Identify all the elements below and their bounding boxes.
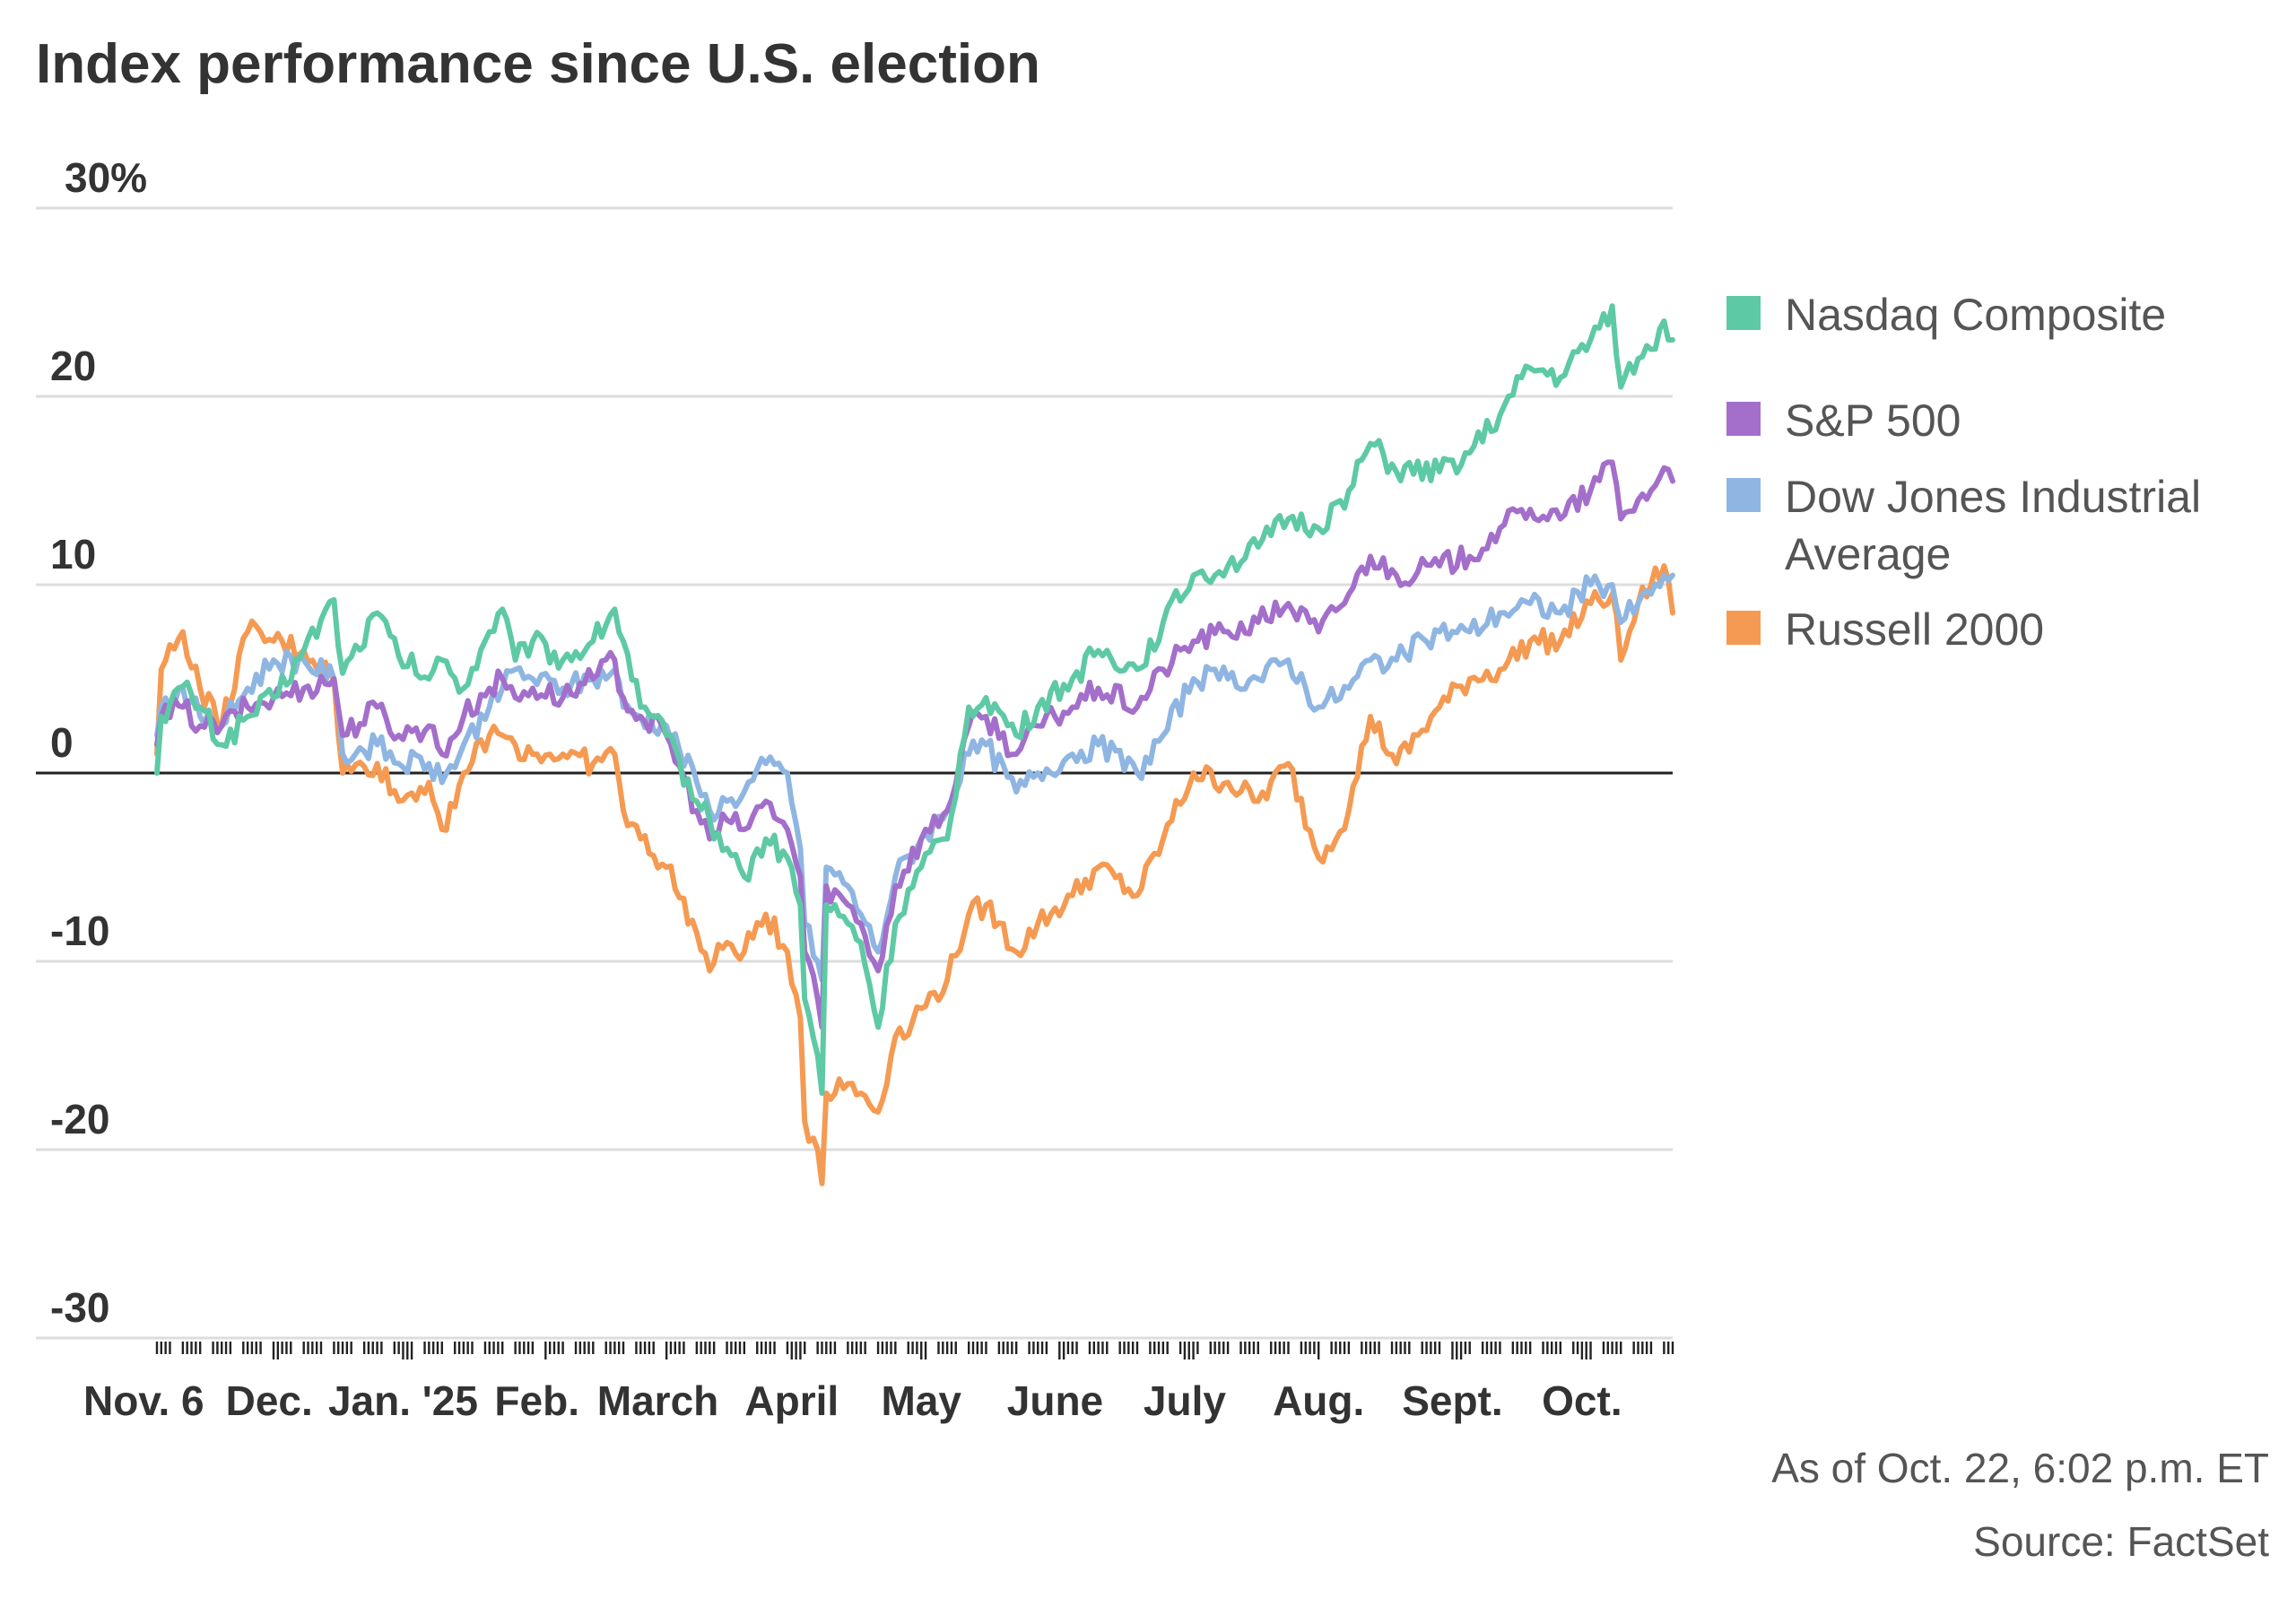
series-line-russell-2000 [154,563,1675,1186]
x-tick-label: Nov. 6 [83,1377,204,1424]
grid-layer [36,206,1673,1340]
y-tick-label: -10 [50,908,109,954]
legend-label: S&P 500 [1785,395,1961,446]
x-tick-label: March [597,1377,718,1424]
series-line-nasdaq-composite [154,303,1675,1096]
x-tick-label: June [1007,1377,1103,1424]
x-axis-ticks [155,1342,1674,1359]
y-tick-label: -20 [50,1096,109,1142]
legend-swatch [1726,478,1761,512]
x-tick-label: Jan. '25 [328,1377,478,1424]
x-tick-label: Sept. [1402,1377,1502,1424]
y-tick-label: 30% [65,154,147,201]
x-tick-label: May [881,1377,961,1424]
legend: Nasdaq Composite S&P 500 Dow Jones Industr… [1726,290,2201,655]
x-tick-label: Feb. [494,1377,579,1424]
legend-swatch [1726,402,1761,436]
as-of-note: As of Oct. 22, 6:02 p.m. ET [1771,1445,2269,1491]
legend-label: Nasdaq Composite [1785,290,2166,340]
series-lines [154,303,1675,1186]
x-axis: Nov. 6 Dec. Jan. '25 Feb. March April May June J… [83,1342,1674,1424]
source-note: Source: FactSet [1973,1518,2269,1565]
x-tick-label: Aug. [1273,1377,1364,1424]
legend-label: Average [1785,529,1951,579]
y-tick-label: -30 [50,1284,109,1331]
legend-swatch [1726,296,1761,330]
y-tick-label: 20 [50,343,96,389]
x-tick-label: Dec. [226,1377,313,1424]
y-tick-label: 0 [50,719,74,766]
x-tick-label: Oct. [1542,1377,1622,1424]
series-line-s-p-500 [154,459,1675,1030]
chart-title: Index performance since U.S. election [36,33,1040,95]
y-tick-label: 10 [50,531,96,578]
x-tick-label: April [744,1377,839,1424]
y-axis-labels: 30% 20 10 0 -10 -20 -30 [50,154,147,1331]
legend-swatch [1726,611,1761,645]
legend-label: Russell 2000 [1785,604,2044,655]
legend-label: Dow Jones Industrial [1785,472,2201,522]
x-tick-label: July [1144,1377,1226,1424]
